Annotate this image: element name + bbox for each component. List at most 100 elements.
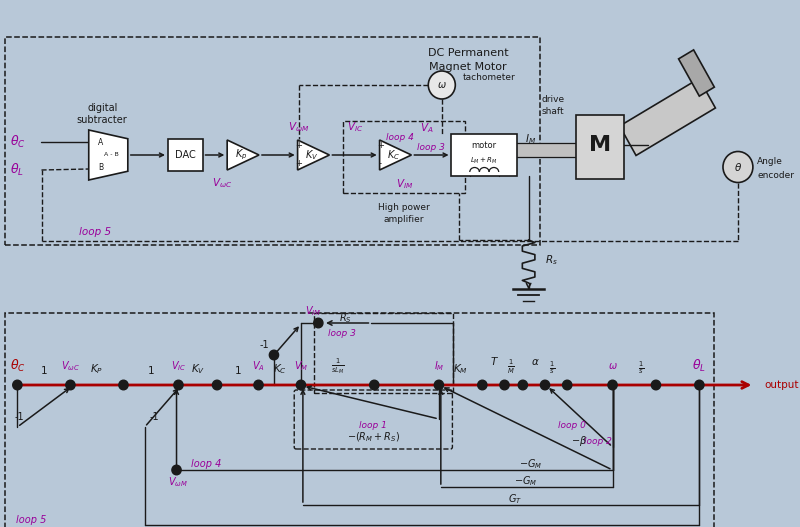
Bar [451, 134, 517, 176]
Text: loop 5: loop 5 [79, 227, 111, 237]
Polygon shape [89, 130, 128, 180]
Circle shape [478, 380, 487, 390]
Bar [168, 139, 202, 171]
Text: $I_M$: $I_M$ [525, 132, 536, 146]
Text: loop 3: loop 3 [417, 143, 445, 152]
Circle shape [66, 380, 75, 390]
Circle shape [694, 380, 704, 390]
Text: $K_C$: $K_C$ [387, 148, 400, 162]
Circle shape [370, 380, 379, 390]
Text: $V_A$: $V_A$ [252, 359, 265, 373]
Text: 1: 1 [234, 366, 241, 376]
Text: -1: -1 [259, 340, 269, 350]
Text: $\frac{1}{s}$: $\frac{1}{s}$ [638, 359, 645, 376]
Text: $V_{IM}$: $V_{IM}$ [306, 304, 322, 318]
Text: $V_{\omega C}$: $V_{\omega C}$ [212, 176, 232, 190]
Text: digital: digital [87, 103, 118, 113]
Circle shape [254, 380, 263, 390]
Text: -1: -1 [14, 412, 24, 422]
Polygon shape [678, 50, 714, 96]
Polygon shape [379, 140, 411, 170]
Text: $\theta_C$: $\theta_C$ [10, 134, 26, 150]
Text: $V_A$: $V_A$ [419, 121, 433, 135]
Text: tachometer: tachometer [463, 73, 516, 82]
Circle shape [518, 380, 527, 390]
Text: $G_T$: $G_T$ [507, 492, 522, 506]
Circle shape [428, 71, 455, 99]
Circle shape [651, 380, 661, 390]
Text: loop 3: loop 3 [328, 328, 356, 337]
Text: $-\beta$: $-\beta$ [570, 434, 587, 448]
Text: $\frac{1}{M}$: $\frac{1}{M}$ [507, 358, 515, 376]
Text: A: A [98, 139, 103, 148]
Text: output: output [764, 380, 798, 390]
Text: motor: motor [472, 141, 497, 150]
Circle shape [500, 380, 509, 390]
Text: 1: 1 [148, 366, 154, 376]
Polygon shape [298, 140, 330, 170]
Text: amplifier: amplifier [384, 216, 425, 225]
Bar [343, 121, 465, 193]
Text: $-G_M$: $-G_M$ [519, 457, 542, 471]
Text: encoder: encoder [758, 171, 794, 181]
Text: $K_M$: $K_M$ [453, 362, 468, 376]
Text: loop 4: loop 4 [386, 133, 414, 142]
Text: Magnet Motor: Magnet Motor [429, 62, 506, 72]
Text: $\theta_C$: $\theta_C$ [10, 358, 26, 374]
Text: 1: 1 [41, 366, 47, 376]
Text: $-(R_M+R_S)$: $-(R_M+R_S)$ [346, 430, 400, 444]
Text: $V_{\omega M}$: $V_{\omega M}$ [289, 120, 310, 134]
Bar [314, 313, 454, 393]
Text: $K_C$: $K_C$ [273, 362, 286, 376]
Text: Angle: Angle [758, 158, 783, 167]
Text: $L_M + R_M$: $L_M + R_M$ [470, 156, 498, 166]
Text: $K_P$: $K_P$ [90, 362, 103, 376]
Text: $\theta$: $\theta$ [734, 161, 742, 173]
Text: drive: drive [541, 94, 564, 103]
Text: $R_S$: $R_S$ [339, 311, 352, 325]
Text: $I_M$: $I_M$ [434, 359, 444, 373]
Text: M: M [589, 135, 611, 155]
Text: loop 0: loop 0 [558, 421, 586, 430]
Text: $K_V$: $K_V$ [305, 148, 318, 162]
Text: $K_V$: $K_V$ [190, 362, 205, 376]
Circle shape [434, 380, 443, 390]
Bar [5, 313, 714, 527]
Text: $V_{IC}$: $V_{IC}$ [170, 359, 186, 373]
Circle shape [13, 380, 22, 390]
Text: +: + [295, 142, 302, 151]
Circle shape [270, 350, 278, 360]
Text: +: + [377, 142, 384, 151]
Circle shape [540, 380, 550, 390]
Circle shape [723, 151, 753, 182]
Circle shape [119, 380, 128, 390]
Text: $R_s$: $R_s$ [545, 253, 558, 267]
Polygon shape [620, 79, 715, 155]
Bar [5, 37, 540, 245]
Text: $V_{IC}$: $V_{IC}$ [347, 120, 363, 134]
Text: DAC: DAC [175, 150, 195, 160]
Text: $\alpha$: $\alpha$ [531, 357, 540, 367]
Text: $\frac{1}{s}$: $\frac{1}{s}$ [549, 359, 555, 376]
Circle shape [314, 318, 323, 328]
Text: $\frac{1}{sL_M}$: $\frac{1}{sL_M}$ [330, 356, 345, 376]
Text: $\omega$: $\omega$ [437, 80, 446, 90]
Text: $T$: $T$ [490, 355, 499, 367]
Circle shape [562, 380, 572, 390]
Text: $K_p$: $K_p$ [235, 148, 247, 162]
Text: shaft: shaft [542, 106, 564, 115]
Text: -1: -1 [150, 412, 159, 422]
Text: loop 4: loop 4 [191, 459, 222, 469]
Bar [576, 115, 624, 179]
Text: $\theta_L$: $\theta_L$ [692, 358, 706, 374]
Text: loop 5: loop 5 [16, 515, 46, 525]
Text: $\theta_L$: $\theta_L$ [10, 162, 24, 178]
Circle shape [296, 380, 306, 390]
Text: $V_{IM}$: $V_{IM}$ [397, 177, 414, 191]
Text: $V_M$: $V_M$ [294, 359, 308, 373]
Text: High power: High power [378, 203, 430, 212]
Circle shape [174, 380, 183, 390]
Text: $\omega$: $\omega$ [608, 361, 618, 371]
Text: $V_{\omega M}$: $V_{\omega M}$ [169, 475, 189, 489]
Text: DC Permanent: DC Permanent [427, 48, 508, 58]
